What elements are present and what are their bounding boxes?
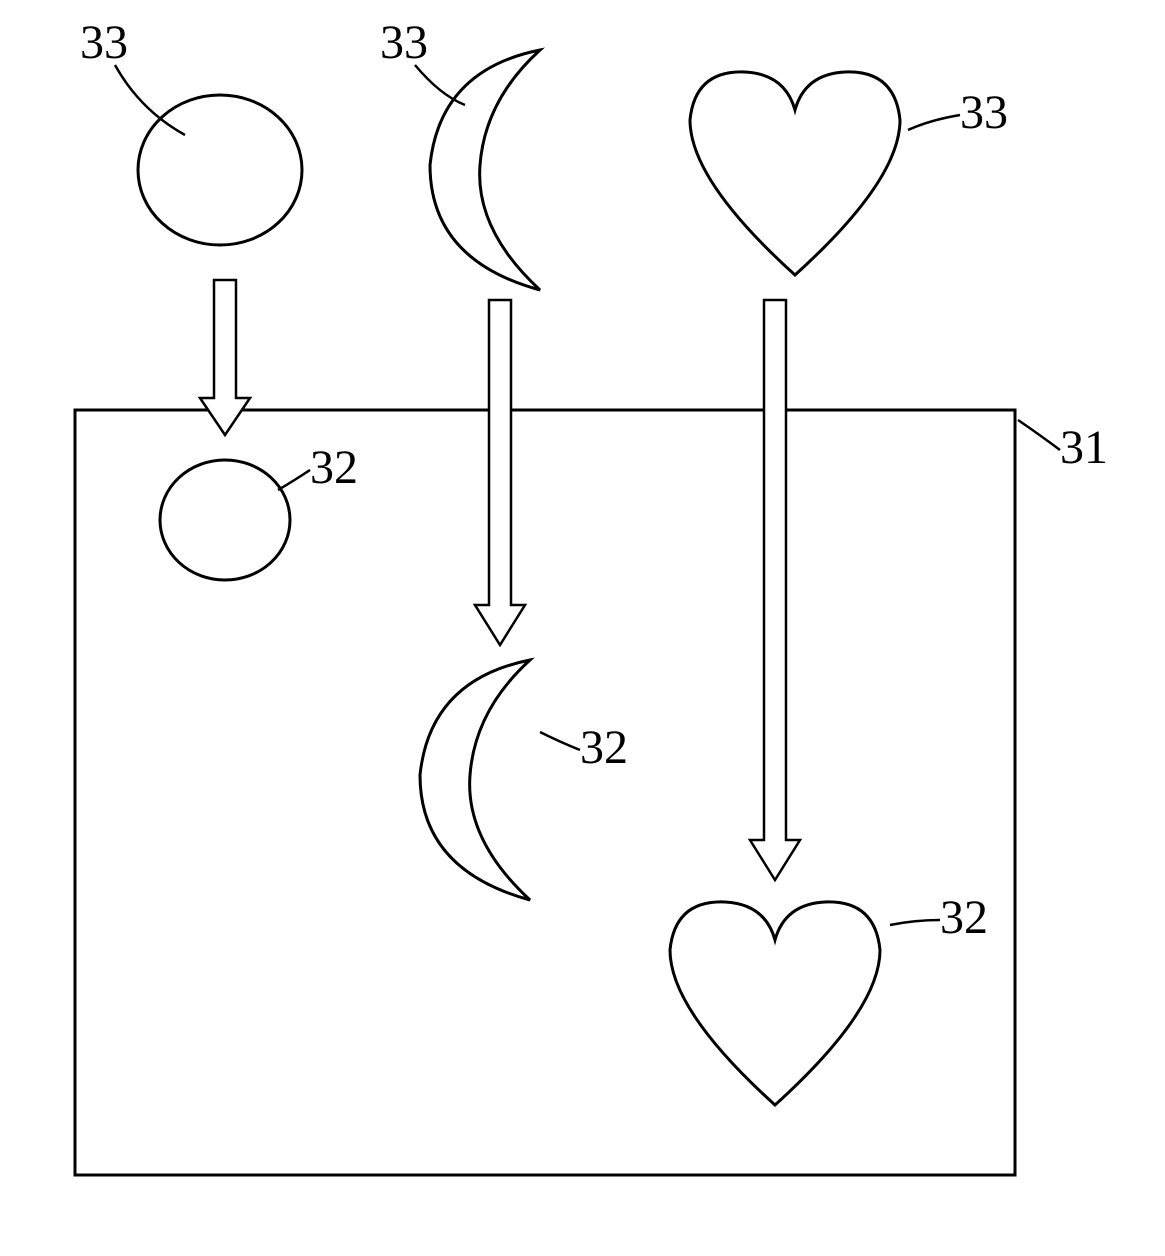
diagram-container: 33 33 33 31 32 32 32 <box>0 0 1165 1251</box>
diagram-svg <box>0 0 1165 1251</box>
label-inner-moon: 32 <box>580 720 628 775</box>
leader-box <box>1018 420 1060 450</box>
inner-moon-shape <box>420 660 530 900</box>
label-box: 31 <box>1060 420 1108 475</box>
leader-inner-circle <box>278 470 310 490</box>
label-top-heart: 33 <box>960 85 1008 140</box>
inner-circle-shape <box>160 460 290 580</box>
arrow-circle <box>200 280 250 435</box>
arrow-moon <box>475 300 525 645</box>
leader-top-moon <box>415 65 465 105</box>
label-inner-heart: 32 <box>940 890 988 945</box>
leader-top-heart <box>908 115 960 130</box>
inner-heart-shape <box>670 902 880 1105</box>
top-heart-shape <box>690 72 900 275</box>
container-box <box>75 410 1015 1175</box>
top-moon-shape <box>430 50 540 290</box>
leader-inner-moon <box>540 732 580 750</box>
leader-inner-heart <box>890 920 940 925</box>
label-inner-circle: 32 <box>310 440 358 495</box>
leader-top-circle <box>115 65 185 135</box>
label-top-moon: 33 <box>380 15 428 70</box>
top-circle-shape <box>138 95 302 245</box>
label-top-circle: 33 <box>80 15 128 70</box>
arrow-heart <box>750 300 800 880</box>
